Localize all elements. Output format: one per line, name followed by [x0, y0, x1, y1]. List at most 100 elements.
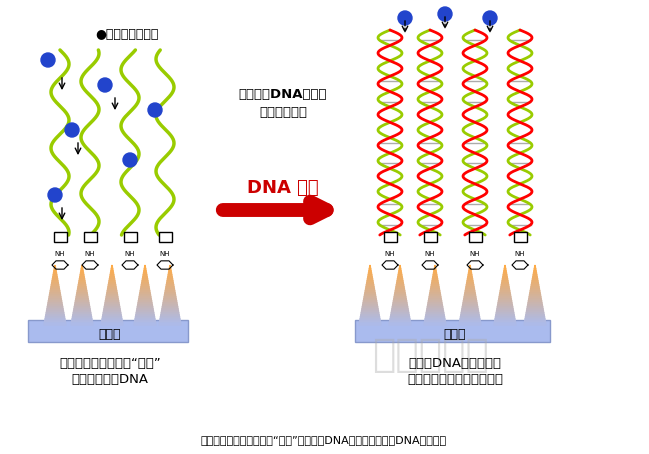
Polygon shape [73, 311, 91, 313]
Polygon shape [78, 285, 86, 287]
Polygon shape [50, 291, 60, 293]
Polygon shape [465, 291, 475, 293]
Polygon shape [110, 277, 115, 279]
Polygon shape [393, 301, 407, 303]
Polygon shape [76, 295, 88, 297]
Polygon shape [369, 271, 371, 273]
Polygon shape [469, 271, 471, 273]
Text: 通过固定在导电性金刚石“刀山”上的探头DNA、高灵敏度检测DNA的原理图: 通过固定在导电性金刚石“刀山”上的探头DNA、高灵敏度检测DNA的原理图 [201, 435, 447, 445]
Polygon shape [498, 299, 511, 301]
Polygon shape [396, 285, 404, 287]
Text: NH: NH [85, 251, 95, 257]
Polygon shape [141, 283, 149, 285]
Polygon shape [103, 315, 121, 317]
Polygon shape [429, 297, 441, 299]
Polygon shape [364, 295, 376, 297]
Polygon shape [44, 323, 66, 325]
Polygon shape [47, 305, 63, 307]
Polygon shape [110, 271, 114, 273]
Polygon shape [496, 311, 514, 313]
Polygon shape [51, 283, 58, 285]
Circle shape [123, 153, 137, 167]
Polygon shape [368, 275, 372, 277]
Polygon shape [369, 269, 371, 271]
Text: 则间隙变窄，离子电流减少: 则间隙变窄，离子电流减少 [407, 373, 503, 386]
Polygon shape [426, 315, 445, 317]
Polygon shape [525, 319, 545, 321]
Polygon shape [468, 275, 472, 277]
Polygon shape [495, 315, 515, 317]
FancyBboxPatch shape [158, 232, 171, 242]
Polygon shape [134, 323, 156, 325]
Polygon shape [529, 295, 541, 297]
Polygon shape [424, 323, 446, 325]
Polygon shape [74, 305, 90, 307]
Polygon shape [532, 281, 538, 283]
Polygon shape [138, 305, 153, 307]
Polygon shape [430, 287, 439, 289]
Polygon shape [45, 319, 66, 321]
Polygon shape [75, 303, 90, 305]
FancyBboxPatch shape [355, 320, 550, 342]
Polygon shape [169, 271, 171, 273]
Polygon shape [398, 271, 402, 273]
Polygon shape [499, 297, 511, 299]
Polygon shape [424, 321, 446, 323]
Polygon shape [80, 275, 84, 277]
Polygon shape [466, 285, 474, 287]
Polygon shape [432, 283, 439, 285]
Polygon shape [142, 279, 148, 281]
Polygon shape [465, 289, 475, 291]
Polygon shape [464, 295, 476, 297]
Polygon shape [395, 293, 406, 295]
Polygon shape [526, 311, 544, 313]
Polygon shape [532, 277, 537, 279]
Polygon shape [101, 323, 123, 325]
Polygon shape [531, 287, 539, 289]
Polygon shape [494, 323, 516, 325]
Polygon shape [389, 321, 411, 323]
Polygon shape [161, 313, 179, 315]
Polygon shape [138, 301, 152, 303]
Polygon shape [103, 313, 121, 315]
Polygon shape [530, 293, 541, 295]
Polygon shape [528, 301, 542, 303]
Polygon shape [105, 299, 119, 301]
Polygon shape [360, 317, 380, 319]
Polygon shape [49, 295, 61, 297]
Polygon shape [75, 301, 89, 303]
Polygon shape [71, 321, 93, 323]
Polygon shape [369, 267, 371, 269]
Polygon shape [360, 321, 380, 323]
Polygon shape [111, 269, 113, 271]
Polygon shape [52, 281, 58, 283]
Polygon shape [528, 299, 542, 301]
Polygon shape [526, 315, 545, 317]
Polygon shape [532, 279, 538, 281]
Polygon shape [73, 315, 92, 317]
Polygon shape [534, 269, 536, 271]
Polygon shape [395, 291, 405, 293]
Polygon shape [52, 279, 58, 281]
Polygon shape [396, 287, 404, 289]
Polygon shape [77, 293, 88, 295]
Polygon shape [136, 309, 153, 311]
Polygon shape [365, 289, 374, 291]
Polygon shape [528, 303, 543, 305]
Polygon shape [527, 307, 543, 309]
Text: 金刚石: 金刚石 [99, 329, 121, 341]
Polygon shape [111, 267, 113, 269]
Polygon shape [166, 285, 174, 287]
Polygon shape [530, 291, 540, 293]
Polygon shape [47, 309, 64, 311]
Polygon shape [45, 317, 65, 319]
Polygon shape [469, 267, 471, 269]
Polygon shape [504, 269, 506, 271]
Polygon shape [463, 301, 477, 303]
Polygon shape [399, 267, 400, 269]
Text: NH: NH [424, 251, 435, 257]
Polygon shape [162, 305, 178, 307]
Text: 结合形成双链: 结合形成双链 [259, 105, 307, 118]
Polygon shape [360, 315, 380, 317]
Polygon shape [461, 309, 478, 311]
